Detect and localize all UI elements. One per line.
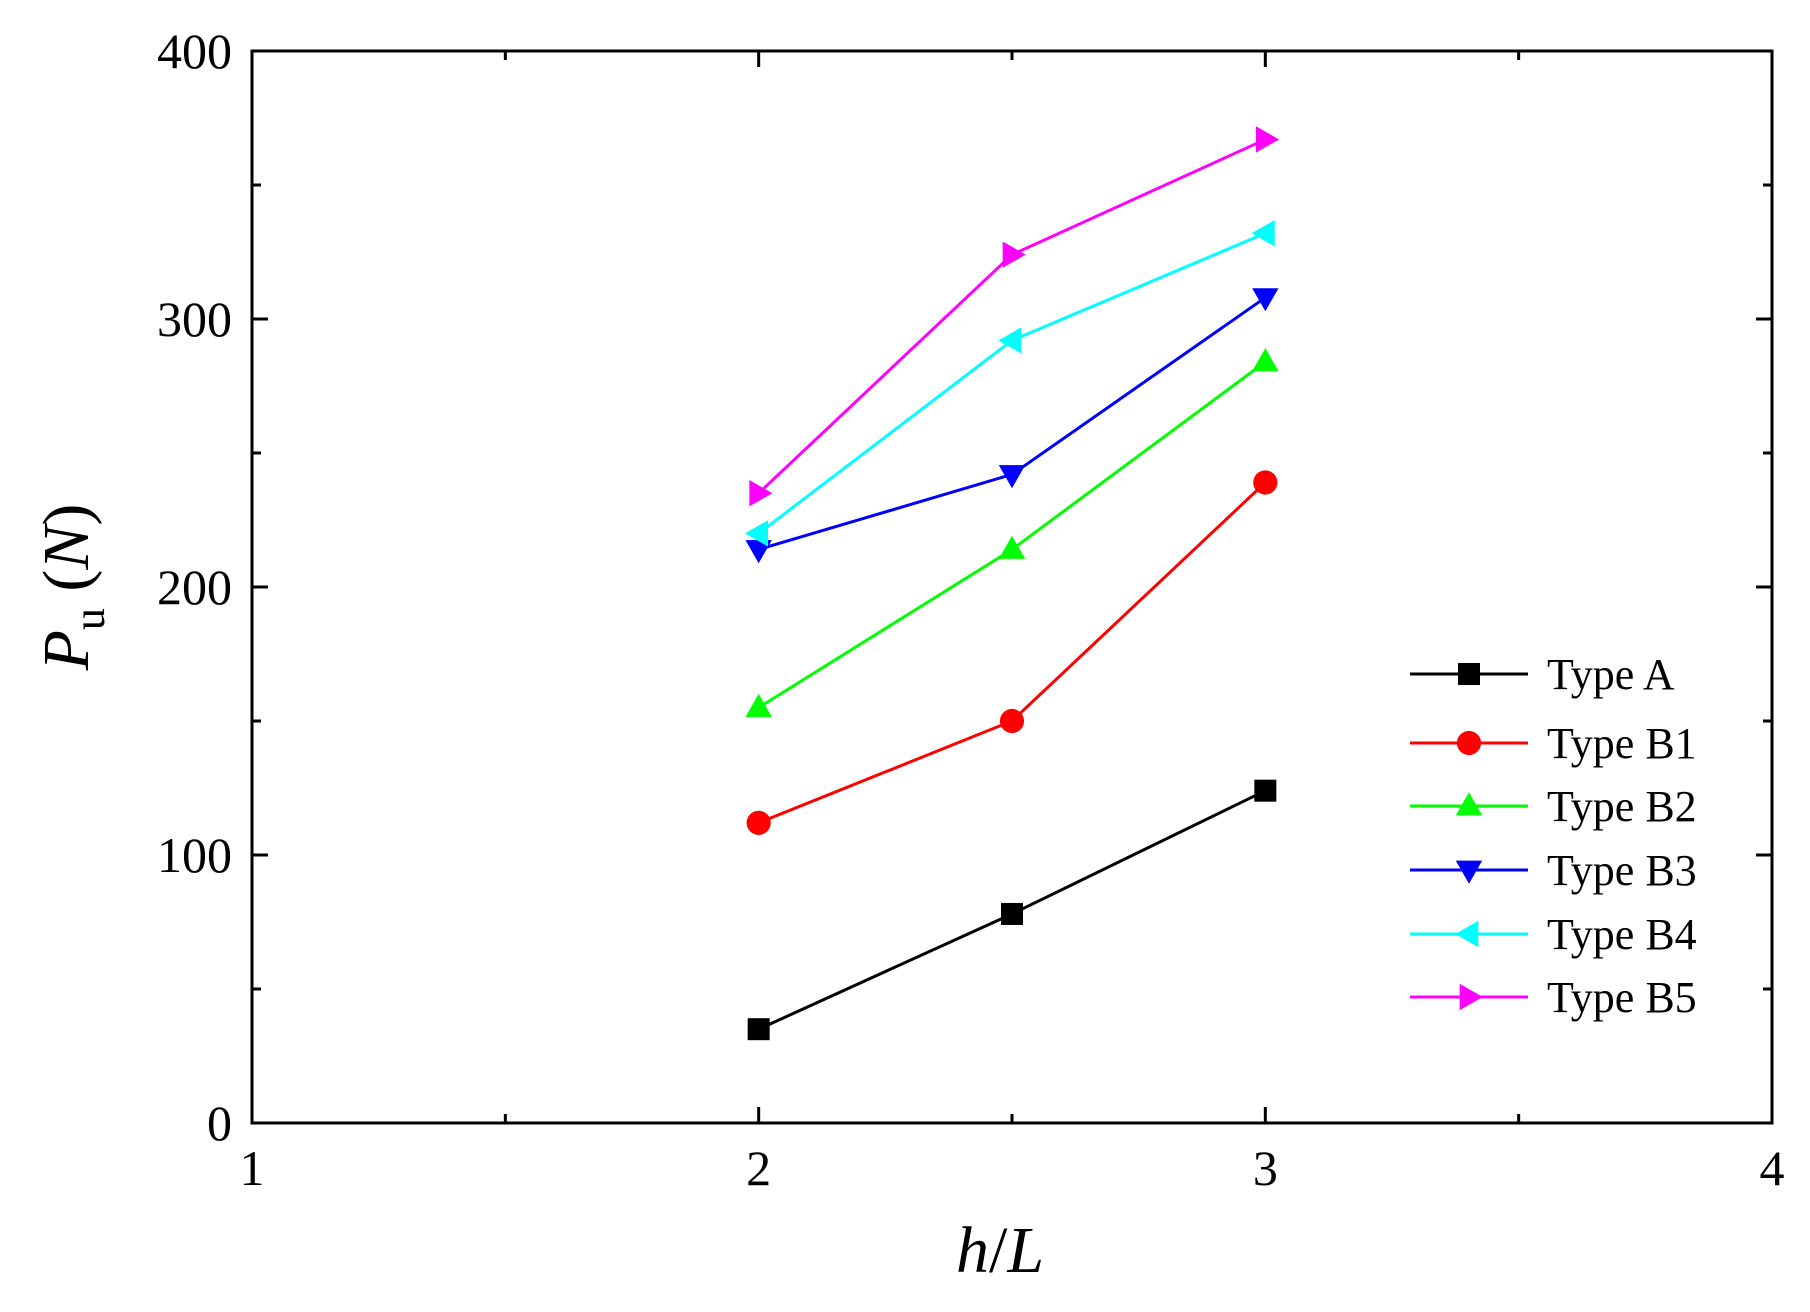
data-point-type-b2 bbox=[745, 693, 772, 717]
data-point-type-a bbox=[1254, 779, 1277, 802]
data-point-type-b4 bbox=[998, 327, 1022, 354]
x-axis-title: h/L bbox=[956, 1214, 1044, 1287]
y-tick-label: 0 bbox=[207, 1095, 232, 1151]
legend-entry-type-b2: Type B2 bbox=[1410, 782, 1697, 831]
data-point-type-b1 bbox=[746, 810, 771, 835]
x-tick-label: 1 bbox=[240, 1140, 265, 1196]
data-point-type-b3 bbox=[998, 465, 1026, 489]
data-point-type-b2 bbox=[998, 535, 1026, 559]
data-point-type-b2 bbox=[1252, 348, 1279, 372]
y-tick-label: 200 bbox=[157, 559, 232, 615]
legend-label-type-b2: Type B2 bbox=[1547, 782, 1697, 831]
legend-marker-type-b3 bbox=[1455, 860, 1483, 884]
data-point-type-b1 bbox=[1253, 470, 1278, 495]
legend-entry-type-b5: Type B5 bbox=[1410, 973, 1697, 1022]
series-line-type-b5 bbox=[757, 138, 1266, 495]
legend-entry-type-a: Type A bbox=[1410, 650, 1675, 699]
series-line-type-b4 bbox=[757, 231, 1266, 535]
plot-area-frame bbox=[250, 49, 1774, 1125]
legend-entry-type-b4: Type B4 bbox=[1410, 910, 1697, 959]
legend-label-type-b1: Type B1 bbox=[1547, 719, 1697, 768]
legend-label-type-b3: Type B3 bbox=[1547, 846, 1697, 895]
series-type-b4 bbox=[744, 220, 1275, 547]
series-layer bbox=[744, 126, 1280, 1041]
series-type-b2 bbox=[745, 348, 1279, 717]
data-point-type-b1 bbox=[999, 708, 1025, 734]
x-tick-label: 3 bbox=[1253, 1140, 1278, 1196]
axis-tick-labels: 1 2 3 4 0 100 200 300 400 bbox=[157, 23, 1785, 1196]
series-type-a bbox=[747, 779, 1277, 1041]
axis-ticks bbox=[250, 49, 1774, 1125]
data-point-type-b4 bbox=[744, 520, 769, 547]
legend: Type A Type B1 Type B2 Type B3 Type B4 Type B… bbox=[1410, 650, 1697, 1022]
series-line-type-b2 bbox=[757, 360, 1267, 709]
series-type-b3 bbox=[745, 288, 1279, 564]
y-axis-title: Pu (N) bbox=[30, 504, 114, 672]
legend-entry-type-b3: Type B3 bbox=[1410, 846, 1697, 895]
x-tick-label: 2 bbox=[746, 1140, 771, 1196]
data-point-type-b3 bbox=[1252, 288, 1279, 312]
legend-marker-type-b5 bbox=[1459, 983, 1483, 1011]
legend-entry-type-b1: Type B1 bbox=[1410, 719, 1697, 768]
legend-label-type-a: Type A bbox=[1547, 650, 1675, 699]
legend-label-type-b4: Type B4 bbox=[1547, 910, 1697, 959]
legend-marker-type-b4 bbox=[1455, 920, 1479, 948]
data-point-type-a bbox=[747, 1018, 770, 1041]
legend-label-type-b5: Type B5 bbox=[1547, 973, 1697, 1022]
data-point-type-b5 bbox=[749, 480, 773, 507]
data-point-type-b5 bbox=[1002, 241, 1026, 268]
data-point-type-b4 bbox=[1251, 220, 1275, 247]
y-tick-label: 400 bbox=[157, 23, 232, 79]
data-point-type-b3 bbox=[745, 540, 772, 564]
series-type-b5 bbox=[749, 126, 1280, 507]
series-type-b1 bbox=[746, 470, 1278, 835]
y-tick-label: 300 bbox=[157, 291, 232, 347]
legend-marker-type-a bbox=[1458, 663, 1480, 685]
legend-marker-type-b2 bbox=[1455, 792, 1483, 816]
y-tick-label: 100 bbox=[157, 827, 232, 883]
x-tick-label: 4 bbox=[1760, 1140, 1785, 1196]
data-point-type-b5 bbox=[1255, 126, 1280, 153]
series-line-type-b1 bbox=[758, 481, 1267, 825]
legend-marker-type-b1 bbox=[1456, 730, 1482, 756]
data-point-type-a bbox=[1001, 902, 1023, 925]
